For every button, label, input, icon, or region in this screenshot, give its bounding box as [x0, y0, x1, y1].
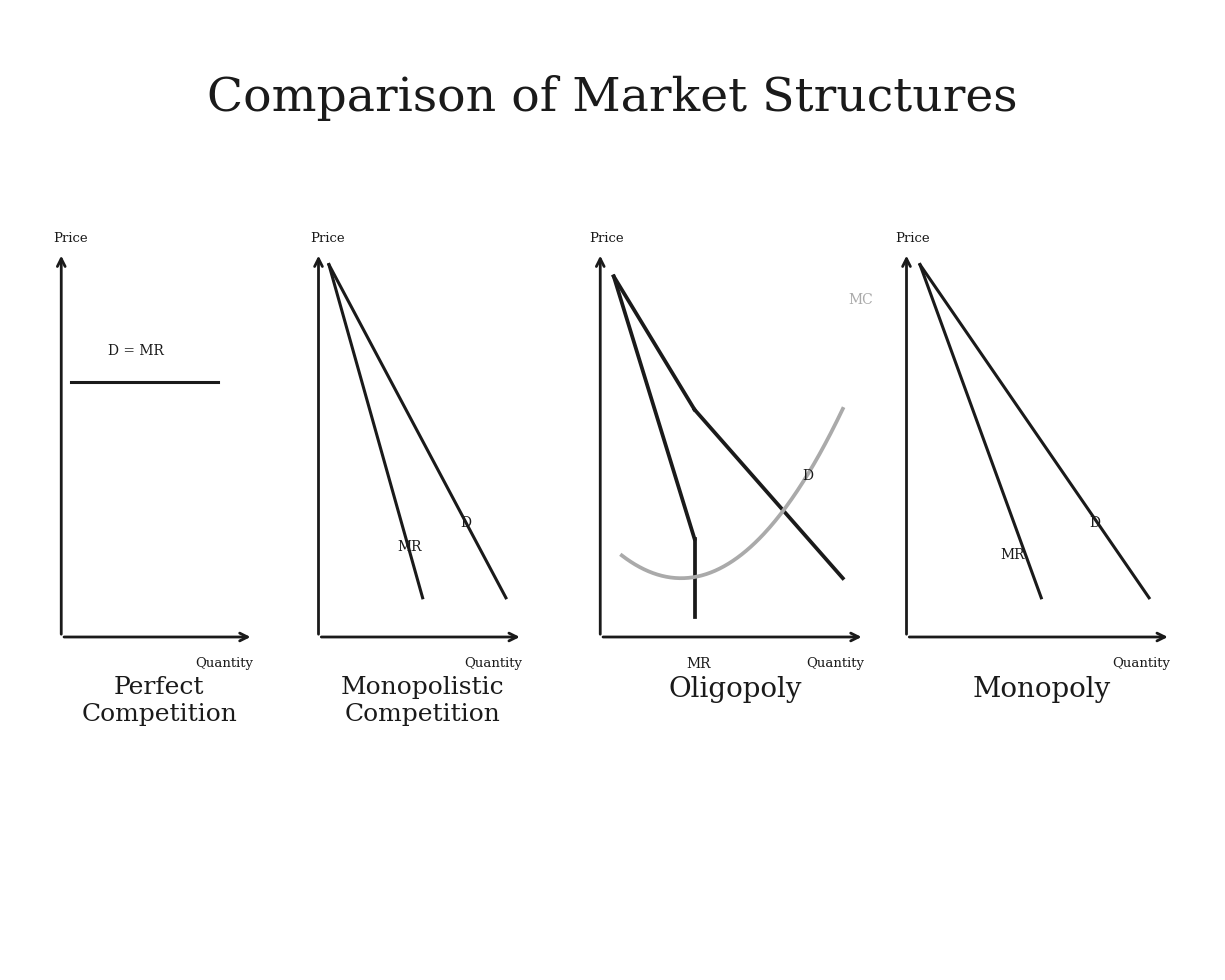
Text: MR: MR: [686, 658, 710, 671]
Text: Oligopoly: Oligopoly: [669, 676, 801, 704]
Text: Price: Price: [895, 232, 930, 245]
Text: D: D: [802, 469, 813, 483]
Text: Monopoly: Monopoly: [973, 676, 1110, 704]
Text: Perfect
Competition: Perfect Competition: [81, 676, 238, 726]
Text: Quantity: Quantity: [806, 657, 865, 669]
Text: Quantity: Quantity: [464, 657, 523, 669]
Text: Price: Price: [310, 232, 344, 245]
Text: D: D: [1090, 516, 1101, 530]
Text: D: D: [461, 516, 472, 530]
Text: MC: MC: [848, 293, 873, 307]
Text: Price: Price: [54, 232, 88, 245]
Text: Price: Price: [589, 232, 624, 245]
Text: MR: MR: [398, 540, 423, 554]
Text: Comparison of Market Structures: Comparison of Market Structures: [207, 75, 1018, 121]
Text: Quantity: Quantity: [1112, 657, 1171, 669]
Text: Quantity: Quantity: [195, 657, 254, 669]
Text: Monopolistic
Competition: Monopolistic Competition: [341, 676, 505, 726]
Text: MR: MR: [1001, 548, 1025, 562]
Text: D = MR: D = MR: [108, 344, 164, 358]
